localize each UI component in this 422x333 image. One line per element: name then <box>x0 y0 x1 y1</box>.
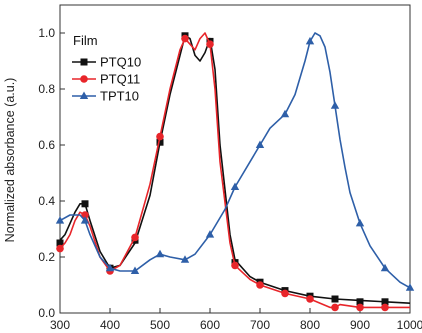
y-tick-label: 0.0 <box>38 306 55 320</box>
legend-entry-ptq10: PTQ10 <box>72 55 141 70</box>
y-tick-label: 0.2 <box>38 250 55 264</box>
data-point-ptq11 <box>131 233 139 242</box>
data-point-tpt10 <box>405 283 415 291</box>
x-tick-label: 700 <box>250 318 270 332</box>
data-point-tpt10 <box>105 263 115 272</box>
data-point-tpt10 <box>80 216 90 224</box>
series-layer <box>55 32 415 312</box>
data-point-ptq11 <box>156 132 164 141</box>
data-point-tpt10 <box>305 36 315 45</box>
x-tick-label: 1000 <box>397 318 422 332</box>
x-tick-label: 800 <box>300 318 320 332</box>
legend-entry-tpt10: TPT10 <box>72 89 139 104</box>
data-point-ptq10 <box>81 200 89 208</box>
x-tick-label: 400 <box>100 318 120 332</box>
data-point-tpt10 <box>155 249 165 258</box>
data-point-ptq11 <box>81 211 89 219</box>
series-tpt10 <box>55 32 415 291</box>
x-axis-ticks: 300 400 500 600 700 800 900 1000 <box>50 308 422 332</box>
legend-label-ptq11: PTQ11 <box>100 72 140 87</box>
x-tick-label: 500 <box>150 318 170 332</box>
plot-frame <box>59 4 411 314</box>
data-point-tpt10 <box>130 266 140 274</box>
data-point-ptq11 <box>306 295 314 303</box>
legend-marker-ptq11 <box>80 75 88 83</box>
data-point-tpt10 <box>205 230 215 238</box>
x-tick-label: 600 <box>200 318 220 332</box>
legend-marker-tpt10 <box>79 91 89 99</box>
x-tick-label: 900 <box>350 318 370 332</box>
data-point-tpt10 <box>380 263 390 272</box>
y-axis-ticks: 0.0 0.2 0.4 0.6 0.8 1.0 <box>38 26 65 320</box>
data-point-tpt10 <box>255 140 265 148</box>
data-point-ptq10 <box>156 138 164 146</box>
data-point-ptq10 <box>331 295 339 303</box>
y-tick-label: 0.6 <box>38 138 55 152</box>
x-tick-label: 300 <box>50 318 70 332</box>
data-point-ptq11 <box>181 34 189 43</box>
data-point-tpt10 <box>355 218 365 227</box>
data-point-tpt10 <box>280 109 290 118</box>
y-axis-title: Normalized absorbance (a.u.) <box>3 78 17 243</box>
legend-label-tpt10: TPT10 <box>100 89 139 104</box>
data-point-ptq11 <box>56 244 64 253</box>
data-point-tpt10 <box>180 255 190 263</box>
series-line-ptq10 <box>59 34 411 304</box>
data-point-ptq11 <box>256 281 264 289</box>
legend-marker-ptq10 <box>80 58 88 66</box>
legend-label-ptq10: PTQ10 <box>100 55 141 70</box>
data-point-ptq11 <box>381 303 389 312</box>
data-point-ptq11 <box>206 40 214 48</box>
legend-title: Film <box>73 33 98 48</box>
data-point-ptq11 <box>231 261 239 270</box>
data-point-tpt10 <box>330 101 340 109</box>
data-point-ptq11 <box>331 303 339 312</box>
data-point-tpt10 <box>55 216 65 224</box>
data-point-ptq10 <box>356 298 364 306</box>
legend-entry-ptq11: PTQ11 <box>72 72 140 87</box>
data-point-ptq11 <box>356 303 364 312</box>
y-tick-label: 1.0 <box>38 26 55 40</box>
data-point-ptq10 <box>381 298 389 306</box>
y-tick-label: 0.8 <box>38 82 55 96</box>
data-point-ptq10 <box>56 239 64 247</box>
legend: Film PTQ10 PTQ11 TPT10 <box>72 33 141 104</box>
y-tick-label: 0.4 <box>38 194 55 208</box>
data-point-tpt10 <box>230 182 240 190</box>
data-point-ptq11 <box>281 289 289 298</box>
